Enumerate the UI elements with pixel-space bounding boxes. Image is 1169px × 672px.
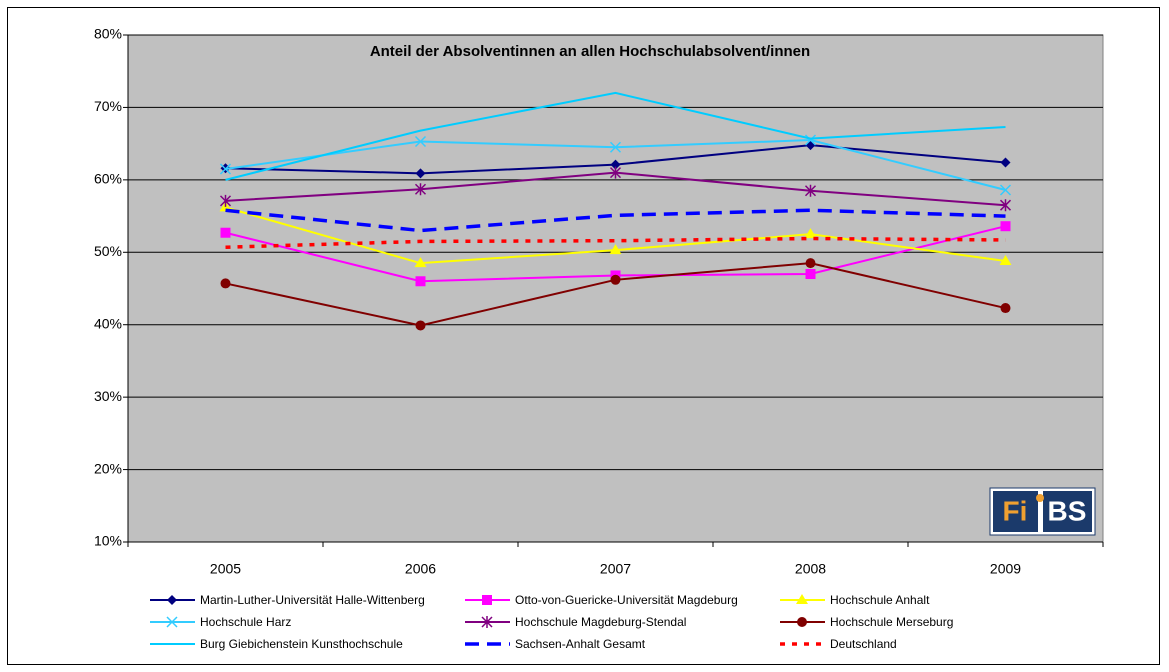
legend-label: Deutschland: [830, 637, 897, 651]
marker: [804, 228, 817, 239]
series: [219, 134, 1012, 196]
logo-dot: [1036, 494, 1044, 502]
y-tick-label: 40%: [94, 315, 122, 331]
logo-left: Fi: [1003, 495, 1028, 526]
series: [219, 166, 1012, 212]
logo-left-bg: [993, 491, 1038, 532]
marker: [167, 595, 177, 605]
marker: [609, 244, 622, 255]
x-tick-label: 2007: [600, 561, 631, 577]
marker: [166, 616, 178, 628]
legend-label: Burg Giebichenstein Kunsthochschule: [200, 637, 403, 651]
marker: [796, 594, 808, 604]
chart-title: Anteil der Absolventinnen an allen Hochs…: [370, 43, 810, 60]
series: [220, 258, 1011, 331]
marker: [804, 184, 817, 197]
marker: [610, 159, 621, 170]
legend-label: Hochschule Merseburg: [830, 615, 953, 629]
marker: [999, 199, 1012, 212]
y-tick-label: 30%: [94, 388, 122, 404]
marker: [805, 258, 816, 269]
x-tick-label: 2005: [210, 561, 241, 577]
marker: [415, 168, 426, 179]
marker: [999, 254, 1012, 265]
marker: [219, 194, 232, 207]
marker: [797, 617, 807, 627]
logo: Fi BS: [989, 487, 1096, 536]
legend: Martin-Luther-Universität Halle-Wittenbe…: [150, 593, 953, 651]
marker: [220, 278, 231, 289]
marker: [1000, 157, 1011, 168]
y-tick-label: 60%: [94, 171, 122, 187]
y-tick-label: 20%: [94, 460, 122, 476]
marker: [804, 134, 817, 146]
marker: [414, 135, 427, 148]
marker: [481, 616, 493, 628]
marker: [482, 595, 492, 605]
logo-right: BS: [1048, 495, 1087, 526]
marker: [610, 274, 621, 285]
y-tick-label: 50%: [94, 243, 122, 259]
marker: [220, 227, 231, 238]
marker: [1000, 221, 1011, 232]
legend-label: Otto-von-Guericke-Universität Magdeburg: [515, 593, 738, 607]
y-tick-label: 80%: [94, 26, 122, 42]
marker: [414, 257, 427, 268]
y-tick-label: 70%: [94, 98, 122, 114]
series-line: [225, 208, 1006, 233]
marker: [415, 276, 426, 287]
series-line: [225, 91, 1006, 181]
marker: [609, 141, 622, 153]
x-tick-label: 2006: [405, 561, 436, 577]
series: [225, 91, 1006, 181]
plot-area: [127, 34, 1104, 543]
marker: [219, 163, 232, 175]
x-tick-label: 2009: [990, 561, 1021, 577]
legend-label: Hochschule Magdeburg-Stendal: [515, 615, 686, 629]
x-tick-label: 2008: [795, 561, 826, 577]
marker: [414, 183, 427, 196]
legend-label: Hochschule Harz: [200, 615, 291, 629]
marker: [1000, 303, 1011, 314]
legend-label: Hochschule Anhalt: [830, 593, 930, 607]
marker: [415, 320, 426, 331]
marker: [609, 166, 622, 179]
series-line: [225, 236, 1006, 249]
series: [225, 236, 1006, 249]
y-tick-label: 10%: [94, 533, 122, 549]
legend-label: Martin-Luther-Universität Halle-Wittenbe…: [200, 593, 425, 607]
marker: [805, 269, 816, 280]
series: [225, 208, 1006, 233]
logo-right-bg: [1043, 491, 1092, 532]
marker: [999, 184, 1012, 196]
legend-label: Sachsen-Anhalt Gesamt: [515, 637, 646, 651]
